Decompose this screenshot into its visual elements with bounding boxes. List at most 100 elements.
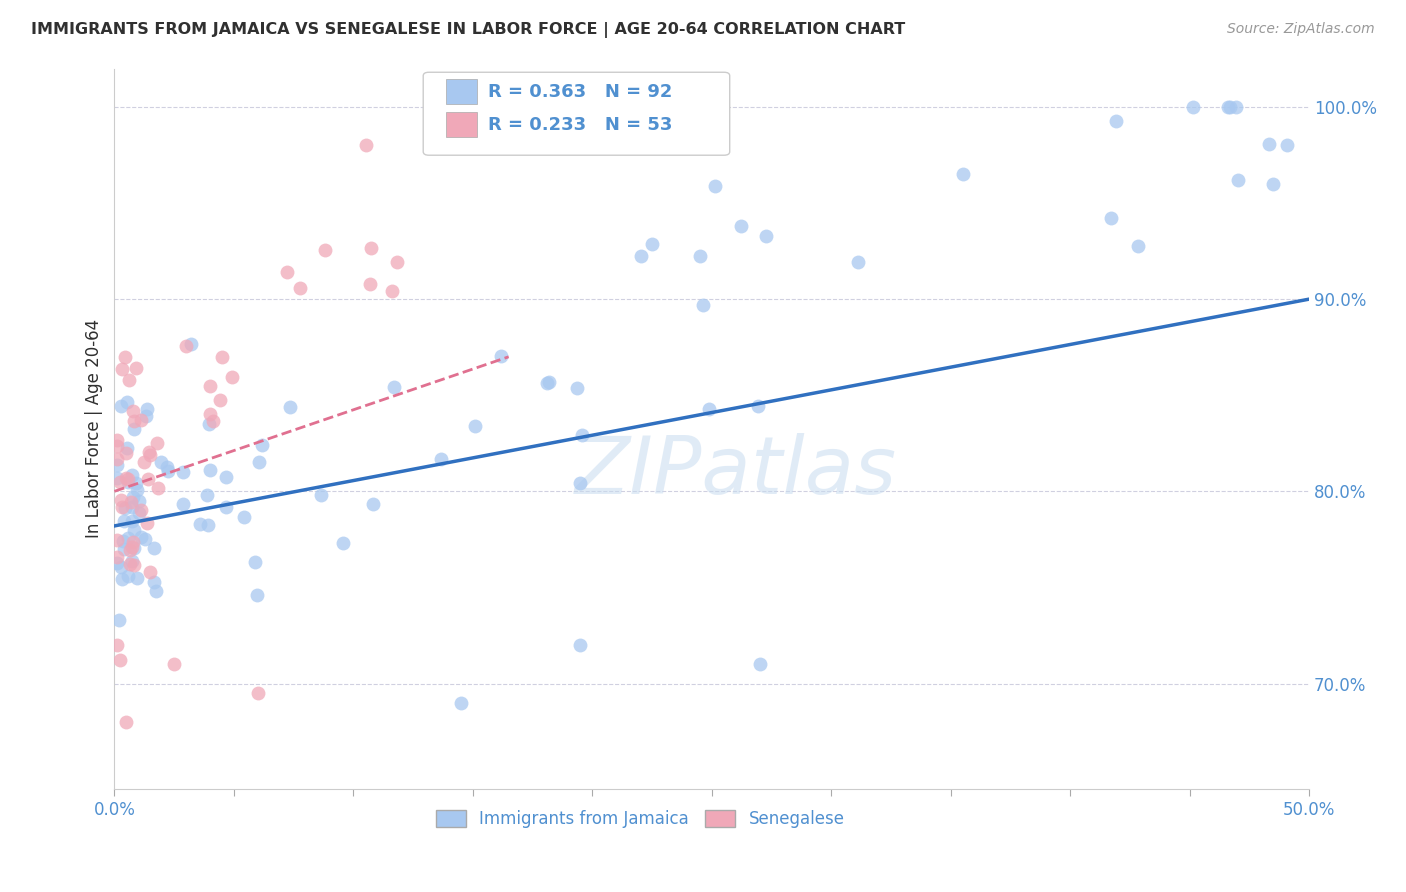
Immigrants from Jamaica [124,476,146,491]
Senegalese [381,284,404,298]
Senegalese [359,277,381,291]
Immigrants from Jamaica [692,298,714,312]
Immigrants from Jamaica [697,401,720,416]
Senegalese [120,542,142,557]
Senegalese [105,533,128,547]
Text: ZIPatlas: ZIPatlas [575,434,897,511]
Immigrants from Jamaica [243,555,266,569]
Senegalese [135,516,157,530]
Immigrants from Jamaica [1218,100,1240,114]
Immigrants from Jamaica [568,476,591,491]
Immigrants from Jamaica [198,417,221,432]
Senegalese [246,686,269,700]
Immigrants from Jamaica [124,523,146,537]
Senegalese [120,495,142,509]
Immigrants from Jamaica [1105,114,1128,128]
Immigrants from Jamaica [105,458,128,472]
Immigrants from Jamaica [1219,100,1241,114]
Immigrants from Jamaica [536,376,558,390]
Immigrants from Jamaica [134,532,156,546]
Immigrants from Jamaica [142,574,165,589]
Senegalese [314,243,336,257]
Senegalese [108,475,131,490]
Senegalese [136,472,159,486]
Senegalese [201,414,224,428]
Senegalese [125,360,148,375]
Text: R = 0.363   N = 92: R = 0.363 N = 92 [488,83,672,101]
Immigrants from Jamaica [1263,177,1285,191]
Immigrants from Jamaica [135,409,157,424]
Immigrants from Jamaica [450,696,472,710]
Immigrants from Jamaica [136,402,159,417]
Immigrants from Jamaica [129,530,152,544]
Senegalese [122,535,145,549]
Immigrants from Jamaica [117,532,139,546]
Text: IMMIGRANTS FROM JAMAICA VS SENEGALESE IN LABOR FORCE | AGE 20-64 CORRELATION CHA: IMMIGRANTS FROM JAMAICA VS SENEGALESE IN… [31,22,905,38]
Immigrants from Jamaica [150,455,173,469]
Senegalese [114,470,136,484]
Senegalese [198,407,221,421]
Senegalese [221,369,243,384]
Immigrants from Jamaica [121,515,143,529]
Immigrants from Jamaica [491,349,513,363]
Senegalese [105,439,128,453]
Immigrants from Jamaica [689,249,711,263]
Senegalese [117,472,139,486]
Immigrants from Jamaica [111,573,134,587]
Senegalese [105,452,128,467]
Senegalese [129,412,152,426]
Senegalese [105,433,128,447]
Senegalese [111,362,134,376]
Senegalese [132,454,155,468]
Senegalese [146,436,169,450]
Immigrants from Jamaica [117,441,139,455]
Immigrants from Jamaica [215,500,238,515]
Immigrants from Jamaica [110,399,132,413]
Senegalese [108,653,131,667]
Senegalese [114,350,136,364]
Senegalese [118,557,141,571]
Immigrants from Jamaica [309,488,332,502]
Immigrants from Jamaica [571,427,593,442]
Senegalese [211,351,233,365]
Senegalese [129,503,152,517]
Immigrants from Jamaica [172,497,194,511]
Immigrants from Jamaica [332,535,354,549]
Immigrants from Jamaica [121,554,143,568]
Immigrants from Jamaica [143,541,166,555]
Senegalese [107,550,129,565]
Immigrants from Jamaica [145,584,167,599]
Immigrants from Jamaica [122,541,145,555]
Senegalese [138,448,160,462]
Immigrants from Jamaica [730,219,752,234]
Immigrants from Jamaica [105,556,128,570]
Senegalese [124,414,146,428]
Immigrants from Jamaica [198,463,221,477]
Immigrants from Jamaica [464,419,486,434]
Senegalese [118,373,141,387]
Senegalese [139,565,162,579]
Immigrants from Jamaica [122,490,145,504]
Immigrants from Jamaica [361,497,384,511]
Senegalese [276,265,298,279]
Senegalese [163,657,186,672]
Immigrants from Jamaica [1099,211,1122,225]
Senegalese [354,138,377,153]
Senegalese [110,492,132,507]
Immigrants from Jamaica [704,179,727,194]
Immigrants from Jamaica [195,488,218,502]
Immigrants from Jamaica [127,483,149,498]
Senegalese [122,404,145,418]
Senegalese [121,540,143,554]
Immigrants from Jamaica [124,422,146,436]
Senegalese [138,444,160,458]
Senegalese [208,393,231,408]
Immigrants from Jamaica [1257,136,1279,151]
Immigrants from Jamaica [155,459,177,474]
Immigrants from Jamaica [125,571,148,585]
Immigrants from Jamaica [121,500,143,514]
Immigrants from Jamaica [640,237,662,252]
Senegalese [200,379,222,393]
Immigrants from Jamaica [157,464,180,478]
Immigrants from Jamaica [172,465,194,479]
